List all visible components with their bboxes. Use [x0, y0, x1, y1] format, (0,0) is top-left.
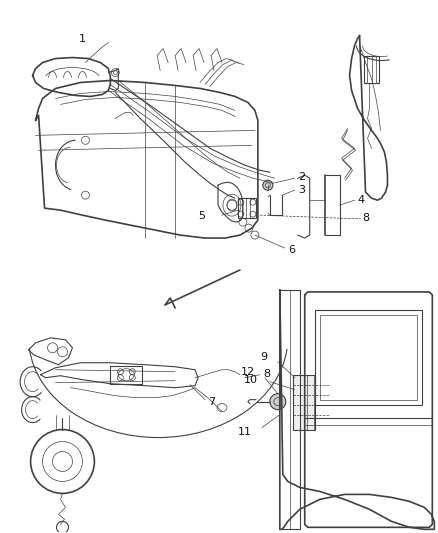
Bar	[364, 55, 379, 84]
Bar	[238, 198, 256, 218]
Text: 12: 12	[241, 367, 255, 377]
Bar	[314, 310, 422, 405]
Text: 10: 10	[244, 375, 258, 385]
Circle shape	[263, 180, 273, 190]
Text: 11: 11	[238, 426, 252, 437]
Bar	[293, 375, 314, 430]
Bar	[110, 366, 142, 384]
Text: 5: 5	[198, 211, 205, 221]
Text: 1: 1	[78, 34, 85, 44]
Circle shape	[270, 394, 286, 410]
Text: 8: 8	[363, 213, 370, 223]
Text: 9: 9	[261, 352, 268, 362]
Bar	[320, 315, 417, 400]
Text: 7: 7	[208, 397, 215, 407]
Text: 3: 3	[298, 185, 305, 195]
Text: 6: 6	[288, 245, 295, 255]
Text: 2: 2	[298, 172, 305, 182]
Text: 4: 4	[357, 195, 365, 205]
Text: 8: 8	[263, 369, 270, 379]
